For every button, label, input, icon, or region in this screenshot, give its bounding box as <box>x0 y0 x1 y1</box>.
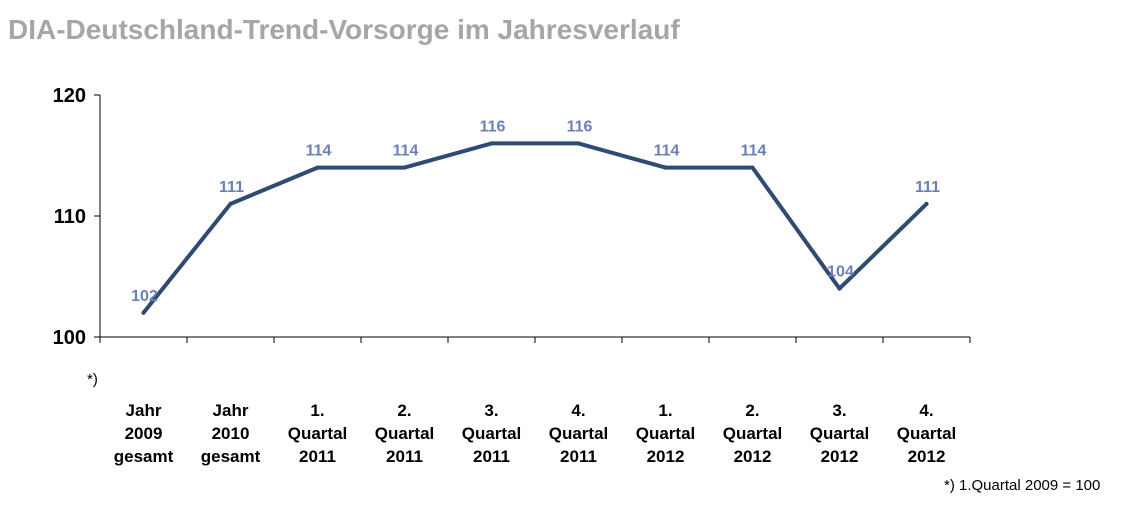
x-tick-label: 3. Quartal 2012 <box>810 401 870 466</box>
y-tick-label: 120 <box>53 85 86 107</box>
data-label: 116 <box>480 118 506 135</box>
data-label: 114 <box>306 143 332 160</box>
data-point <box>924 201 929 206</box>
data-point <box>489 141 494 146</box>
data-point <box>315 165 320 170</box>
x-tick-label: 2. Quartal 2012 <box>723 401 783 466</box>
data-label: 102 <box>131 288 158 305</box>
data-point <box>576 141 581 146</box>
x-tick-label: 1. Quartal 2011 <box>288 401 348 466</box>
data-point <box>750 165 755 170</box>
x-tick-label: 4. Quartal 2011 <box>549 401 609 466</box>
x-tick-label: 4. Quartal 2012 <box>897 401 957 466</box>
series-line <box>141 141 929 315</box>
data-point <box>663 165 668 170</box>
chart-title: DIA-Deutschland-Trend-Vorsorge im Jahres… <box>8 14 680 45</box>
data-label: 104 <box>827 264 854 281</box>
data-point <box>141 310 146 315</box>
data-label: 111 <box>915 179 940 196</box>
x-tick-label: 2. Quartal 2011 <box>375 401 435 466</box>
data-label: 111 <box>219 179 244 196</box>
y-tick-label: 110 <box>54 206 86 228</box>
data-point <box>837 286 842 291</box>
x-tick-label: Jahr 2010 gesamt <box>201 401 261 466</box>
baseline-footnote-marker: *) <box>87 371 98 388</box>
y-tick-label: 100 <box>53 327 86 349</box>
data-label: 114 <box>654 143 680 160</box>
data-label: 114 <box>393 143 419 160</box>
x-tick-label: Jahr 2009 gesamt <box>114 401 174 466</box>
data-point <box>228 201 233 206</box>
x-tick-label: 3. Quartal 2011 <box>462 401 522 466</box>
data-label: 116 <box>567 118 593 135</box>
x-tick-label: 1. Quartal 2012 <box>636 401 696 466</box>
footnote: *) 1.Quartal 2009 = 100 <box>944 477 1101 494</box>
data-label: 114 <box>741 143 767 160</box>
data-point <box>402 165 407 170</box>
